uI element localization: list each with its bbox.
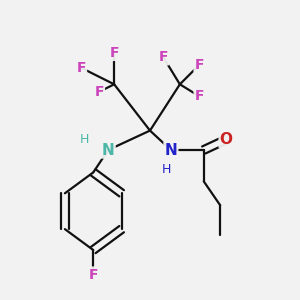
Text: F: F	[194, 89, 204, 103]
Text: F: F	[194, 58, 204, 72]
Text: H: H	[80, 133, 89, 146]
Text: F: F	[159, 50, 168, 64]
Text: H: H	[162, 163, 171, 176]
Text: F: F	[94, 85, 104, 99]
Text: N: N	[164, 142, 177, 158]
Text: F: F	[76, 61, 86, 75]
Text: F: F	[88, 268, 98, 281]
Text: F: F	[110, 46, 119, 60]
Text: N: N	[102, 142, 115, 158]
Text: O: O	[220, 132, 232, 147]
